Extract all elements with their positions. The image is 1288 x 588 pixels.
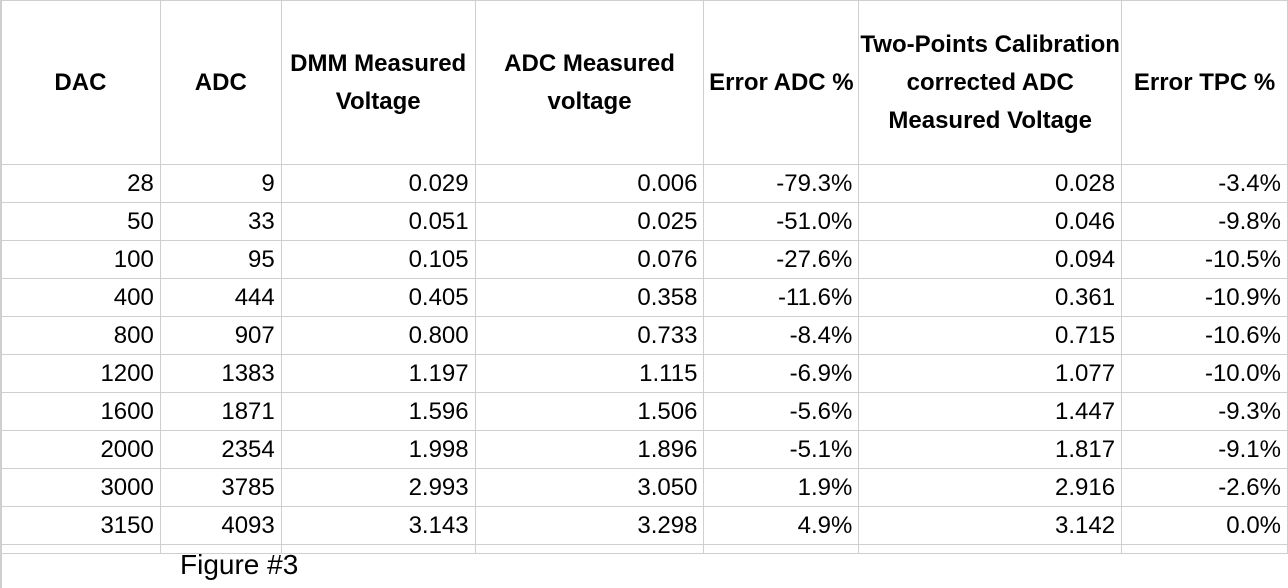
cell-error-tpc[interactable]: -2.6% <box>1121 468 1288 507</box>
cell-adc-voltage[interactable]: 1.506 <box>474 392 705 431</box>
cell-error-tpc[interactable]: -10.0% <box>1121 354 1288 393</box>
cell-dmm-voltage[interactable]: 0.405 <box>280 278 476 317</box>
header-dmm-measured-voltage[interactable]: DMM Measured Voltage <box>280 0 476 165</box>
empty-row <box>0 544 1288 554</box>
table-row: 50 33 0.051 0.025 -51.0% 0.046 -9.8% <box>0 202 1288 241</box>
cell-adc[interactable]: 444 <box>159 278 282 317</box>
cell-adc-voltage[interactable]: 3.298 <box>474 506 705 545</box>
cell-dac[interactable]: 100 <box>0 240 161 279</box>
cell-adc[interactable]: 95 <box>159 240 282 279</box>
cell-error-tpc[interactable]: 0.0% <box>1121 506 1288 545</box>
cell-adc[interactable]: 9 <box>159 164 282 203</box>
cell-adc[interactable]: 907 <box>159 316 282 355</box>
table-row: 2000 2354 1.998 1.896 -5.1% 1.817 -9.1% <box>0 430 1288 469</box>
empty-cell[interactable] <box>703 544 860 554</box>
cell-error-tpc[interactable]: -9.3% <box>1121 392 1288 431</box>
cell-adc[interactable]: 33 <box>159 202 282 241</box>
cell-tpc-voltage[interactable]: 1.447 <box>858 392 1123 431</box>
cell-error-adc[interactable]: -51.0% <box>703 202 860 241</box>
cell-dac[interactable]: 400 <box>0 278 161 317</box>
cell-dac[interactable]: 28 <box>0 164 161 203</box>
empty-cell[interactable] <box>1121 544 1288 554</box>
cell-dmm-voltage[interactable]: 0.029 <box>280 164 476 203</box>
cell-adc-voltage[interactable]: 0.006 <box>474 164 705 203</box>
cell-dac[interactable]: 1600 <box>0 392 161 431</box>
empty-cell[interactable] <box>474 544 705 554</box>
cell-error-adc[interactable]: 4.9% <box>703 506 860 545</box>
cell-dmm-voltage[interactable]: 0.800 <box>280 316 476 355</box>
cell-adc-voltage[interactable]: 0.733 <box>474 316 705 355</box>
cell-dmm-voltage[interactable]: 0.051 <box>280 202 476 241</box>
cell-dac[interactable]: 3000 <box>0 468 161 507</box>
cell-tpc-voltage[interactable]: 2.916 <box>858 468 1123 507</box>
empty-cell[interactable] <box>280 544 476 554</box>
table-row: 28 9 0.029 0.006 -79.3% 0.028 -3.4% <box>0 164 1288 203</box>
cell-dmm-voltage[interactable]: 0.105 <box>280 240 476 279</box>
header-row: DAC ADC DMM Measured Voltage ADC Measure… <box>0 0 1288 165</box>
cell-error-tpc[interactable]: -9.8% <box>1121 202 1288 241</box>
cell-adc[interactable]: 2354 <box>159 430 282 469</box>
cell-error-tpc[interactable]: -3.4% <box>1121 164 1288 203</box>
cell-adc[interactable]: 1383 <box>159 354 282 393</box>
cell-dmm-voltage[interactable]: 1.197 <box>280 354 476 393</box>
cell-adc[interactable]: 4093 <box>159 506 282 545</box>
table-row: 1200 1383 1.197 1.115 -6.9% 1.077 -10.0% <box>0 354 1288 393</box>
cell-adc-voltage[interactable]: 1.115 <box>474 354 705 393</box>
header-adc-measured-voltage[interactable]: ADC Measured voltage <box>474 0 705 165</box>
cell-error-tpc[interactable]: -10.5% <box>1121 240 1288 279</box>
cell-error-adc[interactable]: 1.9% <box>703 468 860 507</box>
cell-tpc-voltage[interactable]: 1.077 <box>858 354 1123 393</box>
table-row: 800 907 0.800 0.733 -8.4% 0.715 -10.6% <box>0 316 1288 355</box>
cell-error-adc[interactable]: -8.4% <box>703 316 860 355</box>
figure-caption: Figure #3 <box>180 549 299 580</box>
table-row: 100 95 0.105 0.076 -27.6% 0.094 -10.5% <box>0 240 1288 279</box>
header-adc[interactable]: ADC <box>159 0 282 165</box>
cell-dmm-voltage[interactable]: 2.993 <box>280 468 476 507</box>
cell-dmm-voltage[interactable]: 1.596 <box>280 392 476 431</box>
header-dac[interactable]: DAC <box>0 0 161 165</box>
header-tpc-corrected-voltage[interactable]: Two-Points Calibration corrected ADC Mea… <box>858 0 1123 165</box>
cell-dmm-voltage[interactable]: 3.143 <box>280 506 476 545</box>
cell-dmm-voltage[interactable]: 1.998 <box>280 430 476 469</box>
cell-error-adc[interactable]: -6.9% <box>703 354 860 393</box>
cell-adc-voltage[interactable]: 0.358 <box>474 278 705 317</box>
cell-tpc-voltage[interactable]: 3.142 <box>858 506 1123 545</box>
cell-error-adc[interactable]: -79.3% <box>703 164 860 203</box>
cell-tpc-voltage[interactable]: 0.028 <box>858 164 1123 203</box>
cell-error-adc[interactable]: -27.6% <box>703 240 860 279</box>
cell-dac[interactable]: 2000 <box>0 430 161 469</box>
table-row: 1600 1871 1.596 1.506 -5.6% 1.447 -9.3% <box>0 392 1288 431</box>
cell-error-adc[interactable]: -5.6% <box>703 392 860 431</box>
header-error-tpc[interactable]: Error TPC % <box>1121 0 1288 165</box>
cell-error-tpc[interactable]: -10.6% <box>1121 316 1288 355</box>
cell-dac[interactable]: 1200 <box>0 354 161 393</box>
cell-tpc-voltage[interactable]: 1.817 <box>858 430 1123 469</box>
cell-tpc-voltage[interactable]: 0.361 <box>858 278 1123 317</box>
empty-cell[interactable] <box>0 544 161 554</box>
cell-tpc-voltage[interactable]: 0.715 <box>858 316 1123 355</box>
cell-error-tpc[interactable]: -10.9% <box>1121 278 1288 317</box>
empty-cell[interactable] <box>858 544 1123 554</box>
cell-error-tpc[interactable]: -9.1% <box>1121 430 1288 469</box>
header-error-adc[interactable]: Error ADC % <box>703 0 860 165</box>
cell-dac[interactable]: 800 <box>0 316 161 355</box>
cell-adc[interactable]: 1871 <box>159 392 282 431</box>
cell-error-adc[interactable]: -11.6% <box>703 278 860 317</box>
cell-tpc-voltage[interactable]: 0.046 <box>858 202 1123 241</box>
cell-adc-voltage[interactable]: 0.076 <box>474 240 705 279</box>
cell-adc-voltage[interactable]: 0.025 <box>474 202 705 241</box>
cell-adc[interactable]: 3785 <box>159 468 282 507</box>
table-body: 28 9 0.029 0.006 -79.3% 0.028 -3.4% 50 33 0.051 0.… <box>0 164 1288 554</box>
table-row: 3000 3785 2.993 3.050 1.9% 2.916 -2.6% <box>0 468 1288 507</box>
cell-tpc-voltage[interactable]: 0.094 <box>858 240 1123 279</box>
cell-dac[interactable]: 50 <box>0 202 161 241</box>
cell-error-adc[interactable]: -5.1% <box>703 430 860 469</box>
cell-adc-voltage[interactable]: 1.896 <box>474 430 705 469</box>
table-row: 3150 4093 3.143 3.298 4.9% 3.142 0.0% <box>0 506 1288 545</box>
data-table: DAC ADC DMM Measured Voltage ADC Measure… <box>0 0 1288 554</box>
cell-adc-voltage[interactable]: 3.050 <box>474 468 705 507</box>
table-row: 400 444 0.405 0.358 -11.6% 0.361 -10.9% <box>0 278 1288 317</box>
cell-dac[interactable]: 3150 <box>0 506 161 545</box>
